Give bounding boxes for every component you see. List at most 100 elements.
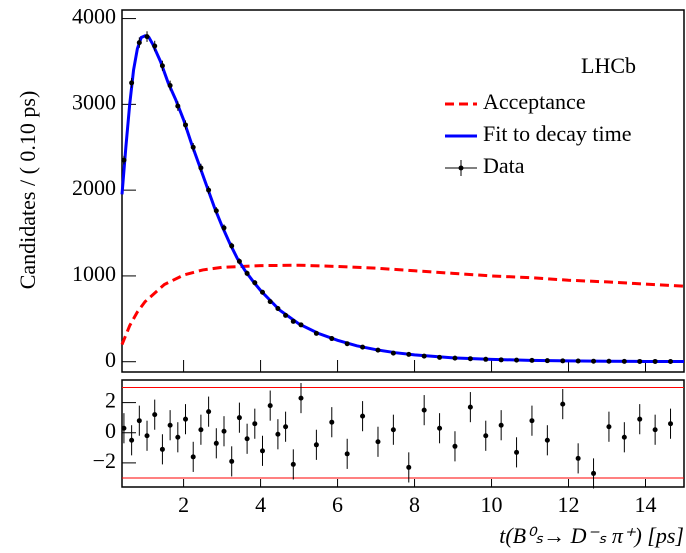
data-point bbox=[375, 347, 381, 353]
data-point bbox=[129, 80, 135, 86]
data-point bbox=[529, 418, 535, 424]
data-point bbox=[136, 40, 142, 46]
x-tick-label: 4 bbox=[255, 492, 266, 517]
data-point bbox=[652, 427, 658, 433]
data-point bbox=[591, 358, 597, 364]
data-point bbox=[344, 341, 350, 347]
y-tick-label: 0 bbox=[105, 347, 116, 372]
y-tick-label: −2 bbox=[93, 448, 116, 473]
data-point bbox=[452, 443, 458, 449]
data-point bbox=[375, 439, 381, 445]
data-point bbox=[144, 433, 150, 439]
data-point bbox=[360, 344, 366, 350]
data-point bbox=[175, 103, 181, 109]
data-point bbox=[514, 449, 520, 455]
data-point bbox=[313, 330, 319, 336]
data-point bbox=[283, 424, 289, 430]
y-tick-label: 4000 bbox=[72, 4, 116, 29]
data-point bbox=[144, 34, 150, 40]
x-tick-label: 14 bbox=[635, 492, 657, 517]
data-point bbox=[213, 440, 219, 446]
data-point bbox=[560, 401, 566, 407]
data-point bbox=[467, 356, 473, 362]
data-point bbox=[498, 357, 504, 363]
data-point bbox=[252, 280, 258, 286]
data-point bbox=[437, 425, 443, 431]
data-point bbox=[406, 464, 412, 470]
data-point bbox=[544, 437, 550, 443]
data-point bbox=[159, 63, 165, 69]
data-point bbox=[275, 431, 281, 437]
data-point bbox=[236, 415, 242, 421]
data-point bbox=[591, 470, 597, 476]
data-point bbox=[313, 442, 319, 448]
data-point bbox=[221, 225, 227, 231]
data-point bbox=[390, 350, 396, 356]
curve bbox=[120, 34, 685, 364]
annotation: LHCb bbox=[581, 53, 636, 78]
legend-label: Data bbox=[483, 153, 525, 178]
data-point bbox=[344, 451, 350, 457]
data-point bbox=[183, 416, 189, 422]
data-point bbox=[236, 258, 242, 264]
data-point bbox=[260, 289, 265, 295]
y-tick-label: 1000 bbox=[72, 261, 116, 286]
data-point bbox=[483, 356, 489, 362]
data-point bbox=[467, 404, 473, 410]
data-point bbox=[152, 43, 158, 49]
data-point bbox=[206, 409, 212, 415]
data-point bbox=[159, 446, 165, 452]
data-point bbox=[206, 187, 212, 193]
y-tick-label: 2000 bbox=[72, 175, 116, 200]
data-point bbox=[167, 82, 173, 88]
y-tick-label: 0 bbox=[105, 418, 116, 443]
data-point bbox=[575, 358, 581, 364]
data-point bbox=[529, 357, 535, 363]
data-point bbox=[229, 243, 235, 249]
data-point bbox=[267, 403, 273, 409]
data-point bbox=[652, 358, 658, 364]
data-point bbox=[213, 208, 219, 214]
data-point bbox=[260, 448, 265, 454]
data-point bbox=[175, 434, 181, 440]
data-point bbox=[606, 424, 612, 430]
data-point bbox=[298, 395, 304, 401]
data-point bbox=[637, 358, 643, 364]
data-point bbox=[544, 358, 550, 364]
data-point bbox=[121, 157, 127, 163]
data-point bbox=[437, 354, 443, 360]
data-point bbox=[360, 413, 366, 419]
data-point bbox=[129, 437, 135, 443]
legend-symbol bbox=[458, 165, 464, 171]
data-point bbox=[136, 418, 142, 424]
data-point bbox=[198, 427, 204, 433]
data-point bbox=[229, 458, 235, 464]
data-point bbox=[329, 419, 335, 425]
data-point bbox=[290, 318, 296, 324]
data-point bbox=[560, 358, 566, 364]
data-point bbox=[183, 122, 189, 128]
data-point bbox=[275, 306, 281, 312]
data-point bbox=[252, 421, 258, 427]
data-point bbox=[390, 427, 396, 433]
plot-frame bbox=[121, 379, 685, 488]
data-point bbox=[298, 322, 304, 328]
data-point bbox=[167, 422, 173, 428]
data-point bbox=[421, 353, 427, 359]
x-tick-label: 2 bbox=[178, 492, 189, 517]
data-point bbox=[452, 355, 458, 361]
x-tick-label: 10 bbox=[481, 492, 503, 517]
data-point bbox=[244, 270, 250, 276]
data-point bbox=[606, 358, 612, 364]
data-point bbox=[514, 357, 520, 363]
data-point bbox=[121, 425, 127, 431]
data-point bbox=[190, 144, 196, 150]
curve bbox=[120, 263, 685, 346]
x-tick-label: 6 bbox=[332, 492, 343, 517]
data-point bbox=[498, 422, 504, 428]
data-point bbox=[668, 421, 674, 427]
data-point bbox=[244, 436, 250, 442]
data-point bbox=[637, 416, 643, 422]
x-axis-label: t(B⁰ₛ→ D⁻ₛ π⁺) [ps] bbox=[499, 523, 684, 548]
